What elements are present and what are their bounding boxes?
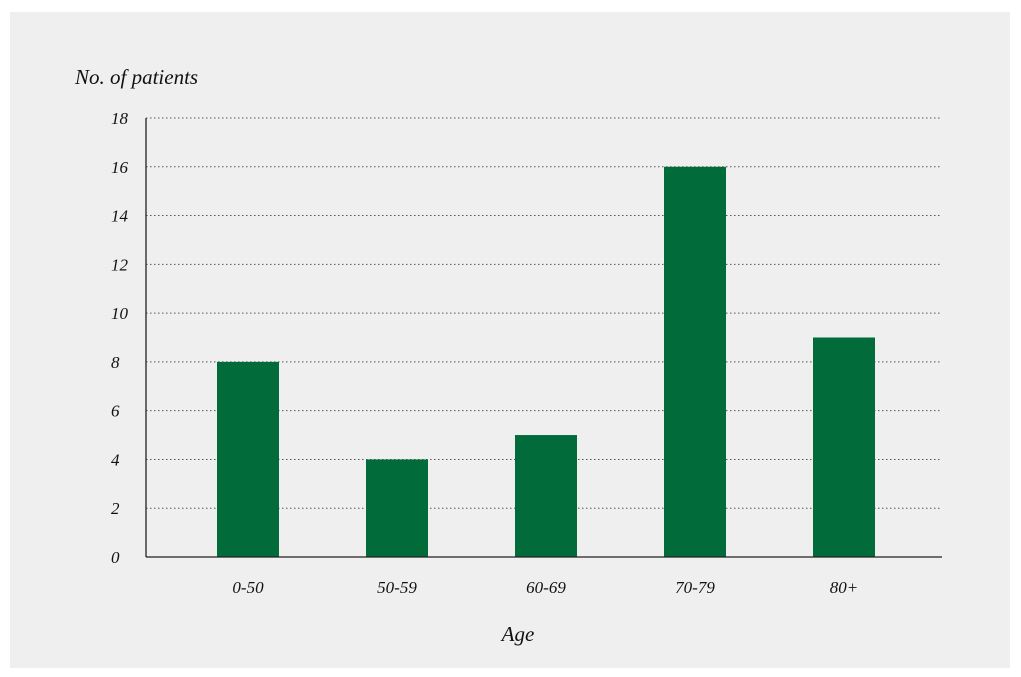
y-tick-label: 10	[111, 304, 129, 323]
axes	[145, 118, 942, 558]
bar-80+	[813, 337, 875, 557]
x-tick-label: 70-79	[675, 578, 715, 597]
x-tick-label: 80+	[830, 578, 858, 597]
x-tick-label: 60-69	[526, 578, 566, 597]
x-tick-labels: 0-50 50-59 60-69 70-79 80+	[232, 578, 858, 597]
x-tick-label: 0-50	[232, 578, 264, 597]
x-axis-title: Age	[500, 622, 535, 646]
y-tick-label: 4	[111, 450, 120, 469]
y-tick-label: 14	[111, 207, 129, 226]
y-tick-label: 16	[111, 158, 129, 177]
y-tick-label: 18	[111, 109, 129, 128]
y-tick-label: 0	[111, 548, 120, 567]
x-tick-label: 50-59	[377, 578, 417, 597]
bars	[217, 166, 875, 557]
bar-chart: 0 2 4 6 8 10 12 14 16 18 0-50 50-59 60-69 70-79 80+ N…	[74, 65, 942, 646]
y-tick-label: 12	[111, 255, 129, 274]
y-tick-label: 8	[111, 353, 120, 372]
y-tick-label: 6	[111, 402, 120, 421]
y-tick-label: 2	[111, 499, 120, 518]
bar-70-79	[664, 166, 726, 557]
y-tick-labels: 0 2 4 6 8 10 12 14 16 18	[111, 109, 129, 567]
bar-50-59	[366, 459, 428, 557]
bar-60-69	[515, 435, 577, 557]
bar-0-50	[217, 361, 279, 557]
y-axis-title: No. of patients	[74, 65, 198, 89]
chart-panel: 0 2 4 6 8 10 12 14 16 18 0-50 50-59 60-69 70-79 80+ N…	[10, 12, 1010, 668]
